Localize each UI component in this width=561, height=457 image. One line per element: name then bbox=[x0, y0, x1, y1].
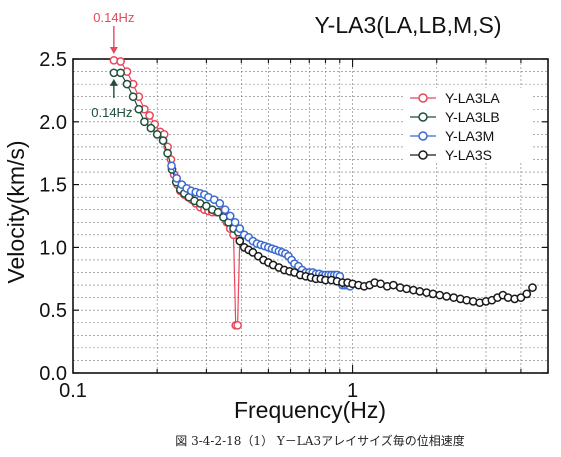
legend-marker bbox=[418, 131, 428, 141]
data-point bbox=[158, 136, 168, 145]
data-point bbox=[528, 283, 537, 292]
data-point bbox=[233, 320, 242, 330]
legend-marker bbox=[418, 150, 428, 160]
data-point bbox=[449, 293, 459, 302]
data-point bbox=[215, 199, 225, 208]
data-point bbox=[415, 287, 425, 296]
y-tick-label: 2.0 bbox=[39, 112, 67, 134]
x-tick-label: 0.1 bbox=[59, 380, 87, 402]
axis-ticks: 0.0 0.5 1.0 1.5 2.0 2.5 0.1 1 bbox=[39, 49, 549, 402]
data-point bbox=[122, 79, 132, 89]
data-point bbox=[167, 161, 176, 171]
grid bbox=[73, 59, 548, 373]
y-tick-label: 0.5 bbox=[39, 300, 67, 322]
data-point bbox=[152, 130, 162, 139]
data-point bbox=[230, 217, 240, 227]
data-point bbox=[435, 290, 445, 300]
y-tick-label: 0.0 bbox=[39, 363, 67, 385]
legend-marker bbox=[418, 112, 428, 122]
x-axis-label: Frequency(Hz) bbox=[234, 397, 386, 423]
y-tick-label: 2.5 bbox=[39, 49, 67, 71]
data-point bbox=[442, 292, 451, 301]
annotations: 0.14Hz 0.14Hz bbox=[91, 10, 134, 120]
y-tick-label: 1.5 bbox=[39, 175, 67, 197]
legend-marker bbox=[418, 93, 428, 103]
data-point bbox=[128, 92, 138, 102]
data-point bbox=[163, 148, 172, 158]
series-line bbox=[170, 165, 351, 287]
arrow-head bbox=[109, 47, 118, 54]
plot-frame bbox=[72, 58, 549, 374]
data-point bbox=[516, 293, 526, 302]
data-point bbox=[225, 211, 235, 221]
data-point bbox=[172, 173, 182, 183]
x-tick-label: 1 bbox=[347, 380, 358, 402]
legend-item: Y-LA3S bbox=[410, 147, 492, 163]
annotation-label: 0.14Hz bbox=[93, 10, 134, 25]
annotation-label: 0.14Hz bbox=[91, 105, 132, 120]
data-point bbox=[202, 201, 211, 211]
legend-item: Y-LA3LA bbox=[410, 90, 500, 106]
y-axis-label: Velocity(km/s) bbox=[3, 140, 29, 283]
data-point bbox=[402, 284, 411, 294]
data-point bbox=[235, 236, 245, 246]
data-point bbox=[116, 57, 125, 66]
data-point bbox=[220, 205, 230, 215]
data-point bbox=[522, 289, 532, 299]
series-y-la3m bbox=[167, 161, 355, 291]
y-tick-label: 1.0 bbox=[39, 237, 67, 259]
data-point bbox=[145, 111, 154, 120]
chart-title: Y-LA3(LA,LB,M,S) bbox=[314, 12, 501, 38]
data-point bbox=[116, 68, 125, 78]
arrow-head bbox=[109, 78, 118, 86]
legend-label: Y-LA3S bbox=[445, 147, 492, 163]
data-point bbox=[134, 104, 144, 114]
data-point bbox=[235, 224, 245, 233]
legend-label: Y-LA3LB bbox=[445, 109, 500, 125]
data-point bbox=[140, 117, 149, 127]
data-layer bbox=[109, 55, 537, 330]
legend-label: Y-LA3M bbox=[445, 128, 494, 144]
legend-label: Y-LA3LA bbox=[445, 90, 500, 106]
legend-item: Y-LA3LB bbox=[410, 109, 500, 125]
legend: Y-LA3LA Y-LA3LB Y-LA3M Y-LA3S bbox=[410, 90, 500, 163]
series-y-la3s bbox=[235, 236, 537, 308]
figure-caption: 図 3-4-2-18（1） Y－LA3アレイサイズ毎の位相速度 bbox=[175, 433, 464, 448]
legend-item: Y-LA3M bbox=[410, 128, 494, 144]
data-point bbox=[146, 123, 156, 133]
